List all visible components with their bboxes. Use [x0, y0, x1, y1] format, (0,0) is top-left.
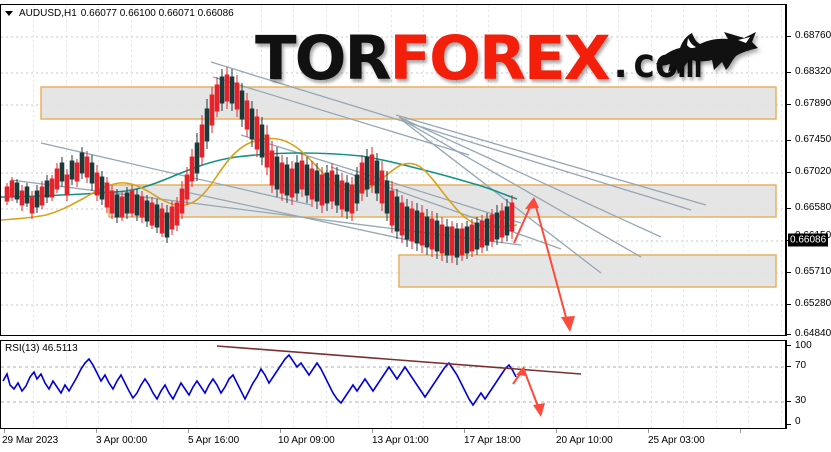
rsi-tick-label: 100	[795, 340, 812, 351]
price-chart-svg	[1, 5, 785, 335]
price-tick-label: 0.67450	[795, 134, 831, 145]
candlestick-series	[4, 67, 515, 265]
time-tick-label: 29 Mar 2023	[2, 435, 59, 446]
ohlc-values: 0.66077 0.66100 0.66071 0.66086	[80, 8, 234, 19]
price-tick-label: 0.67020	[795, 166, 831, 177]
triangle-down-icon[interactable]	[5, 11, 13, 16]
time-tick-label: 20 Apr 10:00	[556, 435, 613, 446]
rsi-vertical-gridlines	[9, 341, 785, 428]
rsi-chart-svg	[1, 341, 785, 428]
price-chart-panel[interactable]: AUDUSD,H1 0.66077 0.66100 0.66071 0.6608…	[0, 4, 786, 336]
rsi-label: RSI(13) 46.5113	[5, 343, 78, 354]
rsi-plot-area[interactable]	[1, 341, 785, 428]
rsi-tick-label: 30	[795, 395, 807, 406]
ma-fast-line	[1, 137, 518, 228]
price-tick-label: 0.67890	[795, 98, 831, 109]
time-tick-label: 5 Apr 16:00	[188, 435, 240, 446]
price-tick-label: 0.65710	[795, 266, 831, 277]
price-plot-area[interactable]	[1, 5, 785, 335]
price-tick-label: 0.65280	[795, 298, 831, 309]
rsi-indicator-panel[interactable]: RSI(13) 46.5113	[0, 340, 786, 429]
rsi-projection-arrows	[512, 366, 545, 417]
price-tick-label: 0.64840	[795, 328, 831, 339]
symbol-header: AUDUSD,H1 0.66077 0.66100 0.66071 0.6608…	[5, 8, 234, 19]
time-tick-label: 25 Apr 03:00	[648, 435, 705, 446]
time-tick-label: 13 Apr 01:00	[372, 435, 429, 446]
rsi-trendline	[216, 345, 582, 375]
price-tick-label: 0.66580	[795, 202, 831, 213]
current-price-tag: 0.66086	[788, 233, 829, 247]
symbol-label: AUDUSD,H1	[19, 8, 77, 19]
rsi-tick-label: 0	[795, 416, 801, 427]
time-axis[interactable]: 29 Mar 2023 3 Apr 00:00 5 Apr 16:00 10 A…	[0, 429, 831, 452]
rsi-line	[2, 353, 517, 407]
projection-arrows	[513, 197, 575, 332]
zone-rectangles	[40, 86, 777, 288]
price-tick-label: 0.68760	[795, 30, 831, 41]
rsi-axis[interactable]: 100 70 30 0	[786, 340, 831, 429]
time-tick-label: 10 Apr 09:00	[278, 435, 335, 446]
rsi-level-lines	[1, 366, 785, 403]
trendlines	[10, 61, 707, 274]
time-tick-label: 3 Apr 00:00	[96, 435, 148, 446]
price-axis[interactable]: 0.68760 0.68320 0.67890 0.67450 0.67020 …	[786, 4, 831, 339]
price-tick-label: 0.68320	[795, 66, 831, 77]
time-tick-label: 17 Apr 18:00	[464, 435, 521, 446]
rsi-tick-label: 70	[795, 360, 807, 371]
